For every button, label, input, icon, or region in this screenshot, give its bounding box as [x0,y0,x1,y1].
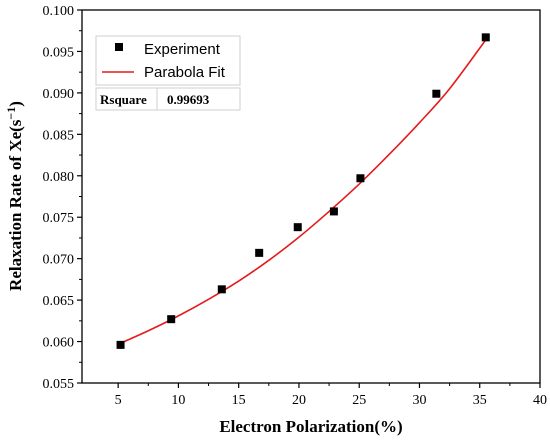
y-tick-label: 0.090 [43,87,75,102]
data-point [217,285,226,294]
data-point [356,174,365,183]
y-tick-label: 0.055 [43,377,75,392]
data-point [481,33,490,42]
x-tick-label: 40 [533,393,547,408]
y-tick-label: 0.070 [43,253,75,268]
x-tick-label: 10 [171,393,185,408]
y-tick-label: 0.085 [43,128,75,143]
data-point [293,223,302,232]
y-axis-title-main: Relaxation Rate of Xe(s [6,119,25,291]
y-tick-label: 0.100 [43,4,75,19]
x-tick-label: 5 [115,393,122,408]
data-point [329,207,338,216]
x-axis: 5 10 15 20 25 30 35 40 [115,383,547,408]
y-axis-title-close: ) [6,101,25,107]
series-experiment [116,33,490,349]
stats-table-label: Rsquare [100,92,147,107]
data-point [255,248,264,257]
data-point [167,315,176,324]
data-point [116,340,125,349]
y-axis: 0.055 0.060 0.065 0.070 0.075 0.080 0.085 0.090… [43,4,82,392]
legend-marker-experiment [115,43,123,51]
data-point [432,89,441,98]
y-tick-label: 0.060 [43,336,75,351]
x-tick-label: 35 [473,393,487,408]
y-tick-label: 0.095 [43,45,75,60]
y-axis-title: Relaxation Rate of Xe(s−1) [4,101,25,291]
y-axis-title-superscript: −1 [4,107,18,120]
stats-table-value: 0.99693 [167,92,210,107]
legend: Experiment Parabola Fit [95,35,241,86]
x-axis-title: Electron Polarization(%) [219,417,402,436]
x-tick-label: 15 [232,393,246,408]
legend-label-experiment: Experiment [144,41,221,58]
y-tick-label: 0.075 [43,211,75,226]
y-tick-label: 0.080 [43,170,75,185]
y-tick-label: 0.065 [43,294,75,309]
series-line-parabola-fit [120,39,487,344]
legend-label-parabola-fit: Parabola Fit [144,64,226,81]
x-tick-label: 25 [352,393,366,408]
x-tick-label: 30 [412,393,426,408]
x-tick-label: 20 [292,393,306,408]
stats-table-box [95,87,241,111]
stats-table: Rsquare 0.99693 [95,87,241,111]
